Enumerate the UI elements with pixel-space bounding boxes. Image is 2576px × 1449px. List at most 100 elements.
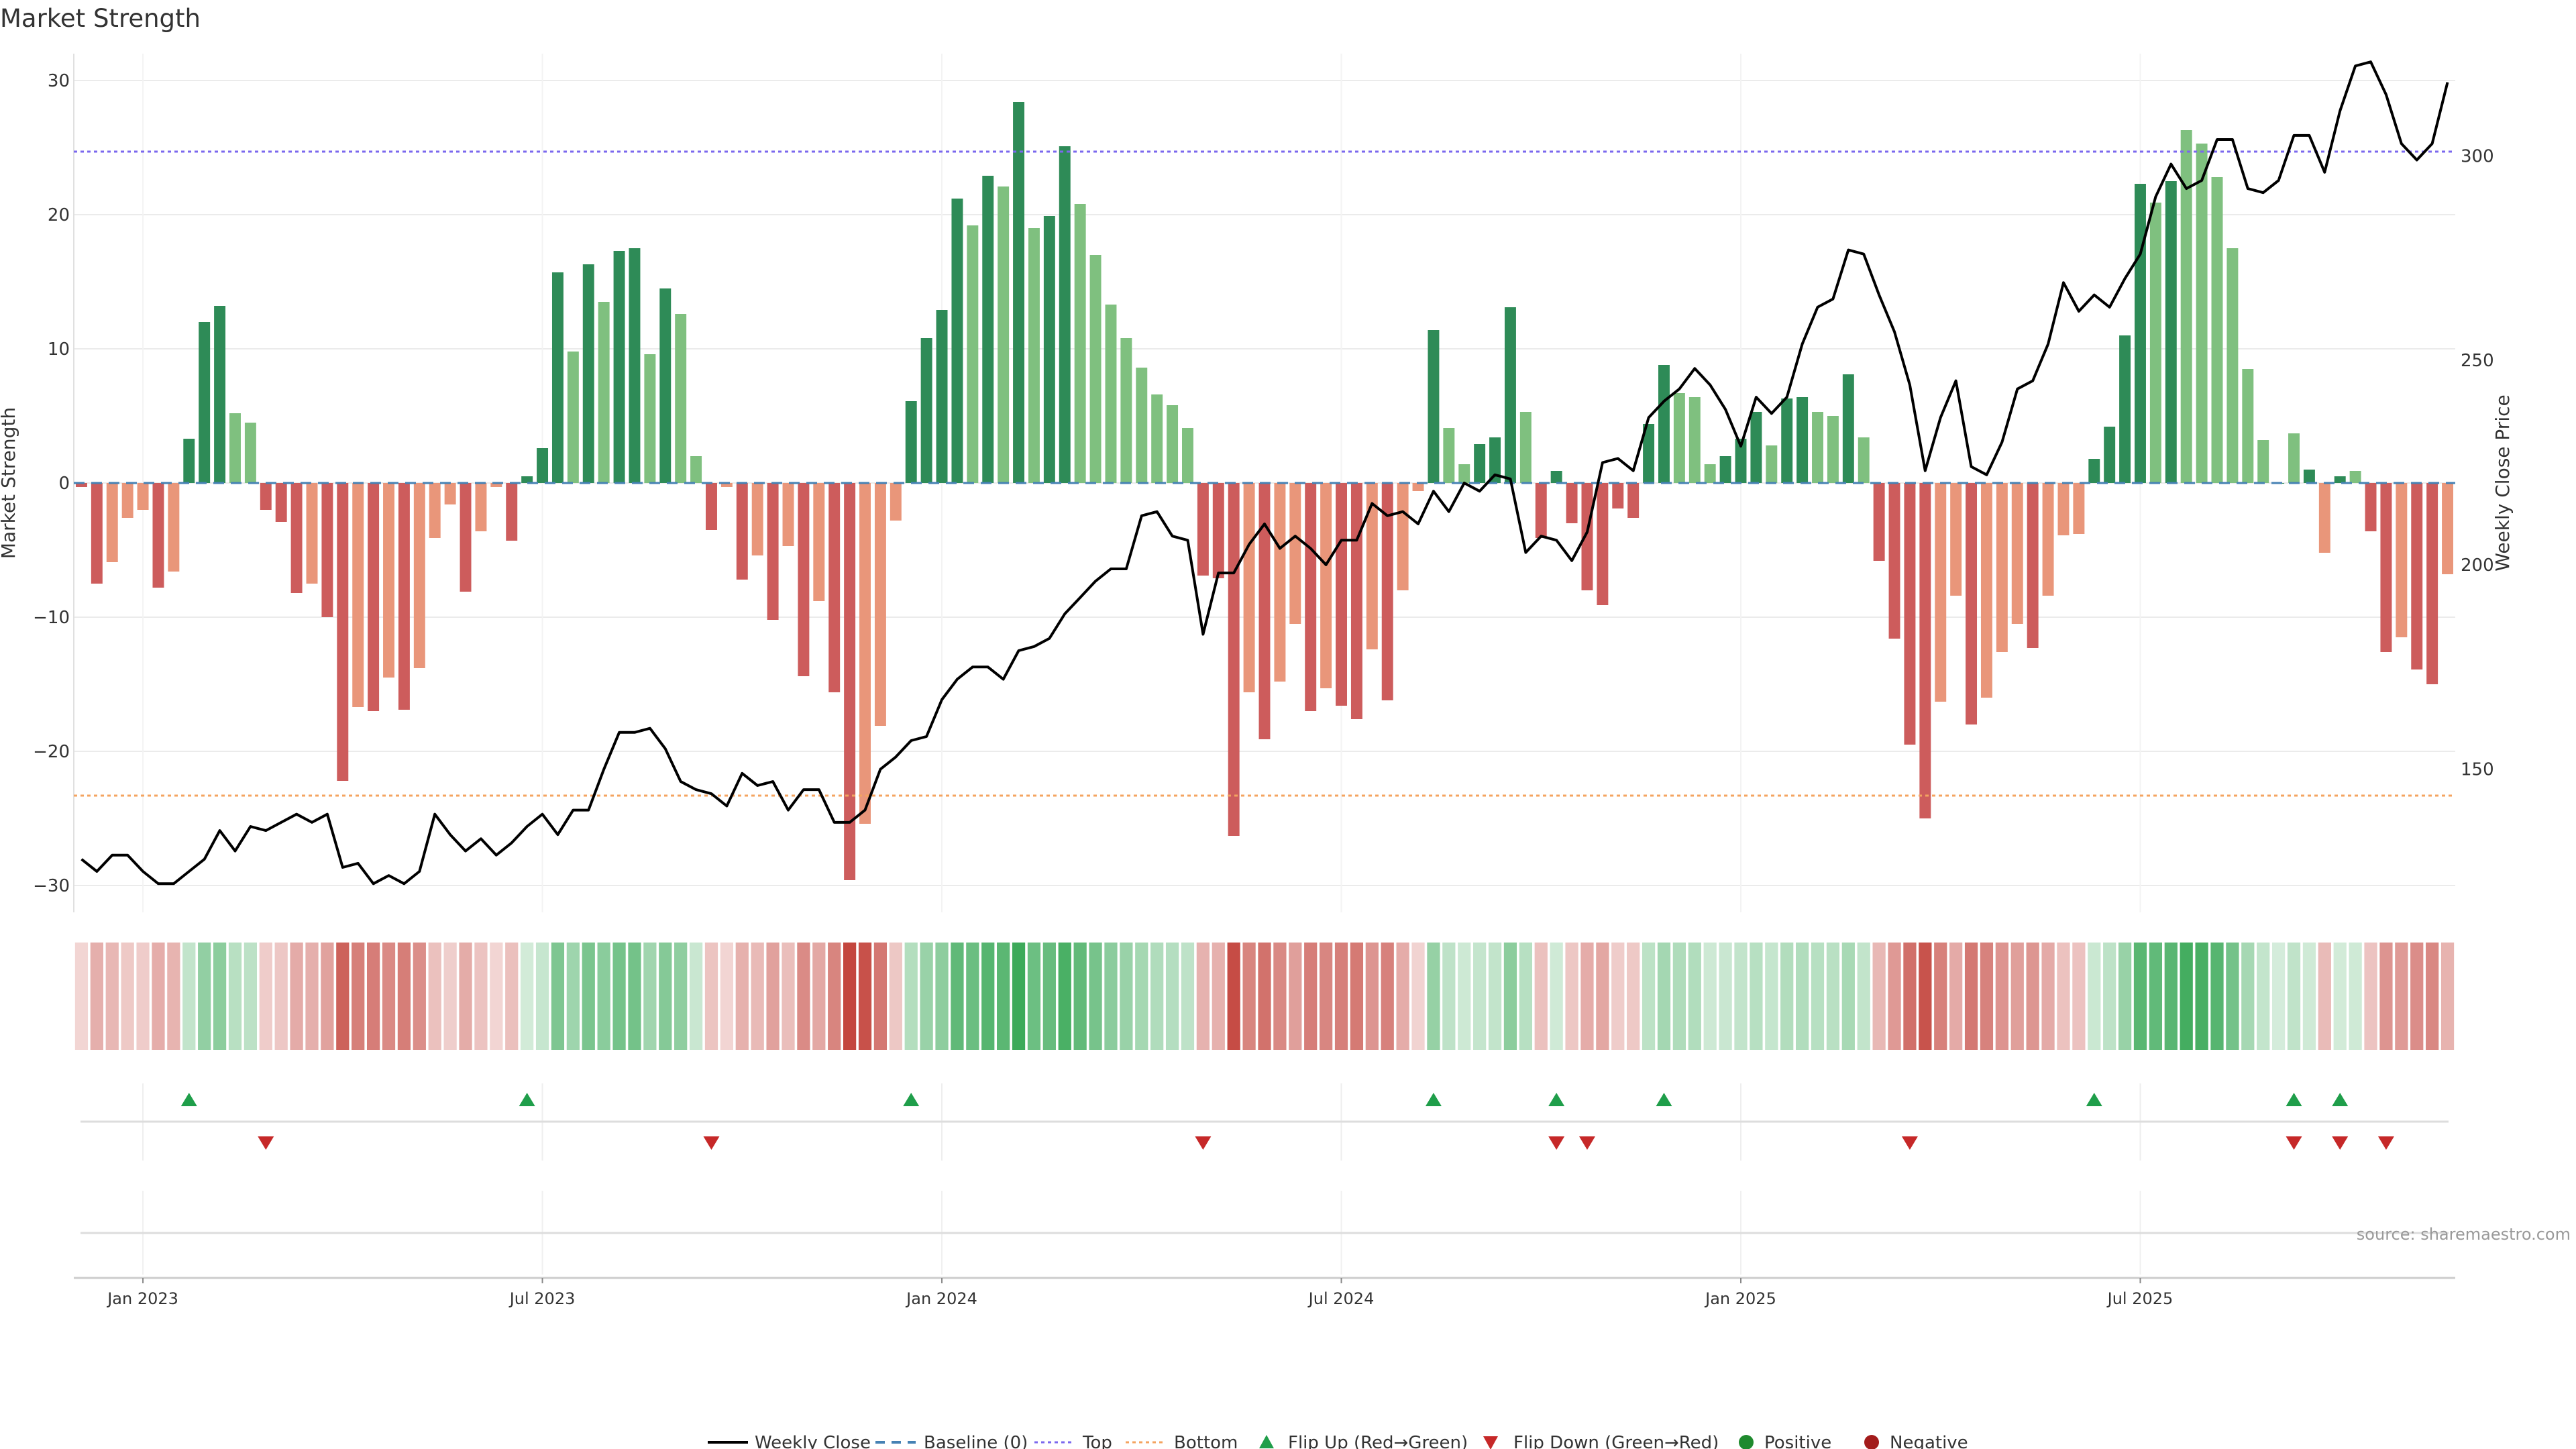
heat-cell: [920, 943, 933, 1050]
strength-bar: [1966, 483, 1978, 724]
strength-bar: [798, 483, 810, 676]
strength-bar: [121, 483, 133, 518]
strength-bar: [1935, 483, 1947, 702]
heat-cell: [259, 943, 272, 1050]
heat-cell: [1273, 943, 1287, 1050]
x-tick-label: Jul 2023: [508, 1289, 576, 1308]
strength-bar: [1827, 416, 1839, 483]
heat-cell: [1734, 943, 1748, 1050]
flip-up-marker: [2086, 1093, 2102, 1106]
heat-cell: [1872, 943, 1886, 1050]
strength-bar: [1089, 255, 1102, 483]
flip-up-marker: [519, 1093, 535, 1106]
strength-bar: [229, 413, 241, 483]
strength-bar: [1182, 428, 1193, 483]
heat-cell: [981, 943, 995, 1050]
strength-bar: [613, 251, 625, 483]
strength-bar: [2088, 459, 2100, 483]
heat-cell: [612, 943, 626, 1050]
legend-label-flip-down: Flip Down (Green→Red): [1513, 1433, 1719, 1449]
heat-cell: [1442, 943, 1456, 1050]
heat-cell: [336, 943, 350, 1050]
strength-bar: [2119, 335, 2131, 483]
heat-cell: [1672, 943, 1686, 1050]
flip-up-marker: [1425, 1093, 1442, 1106]
strength-bar: [1167, 405, 1179, 483]
heat-cell: [505, 943, 519, 1050]
heat-cell: [2118, 943, 2132, 1050]
legend-swatch-flip-down: [1483, 1436, 1498, 1449]
flip-up-marker: [1656, 1093, 1672, 1106]
strength-bar: [890, 483, 902, 521]
heat-cell: [443, 943, 457, 1050]
strength-bar: [1888, 483, 1900, 639]
heat-cell: [2364, 943, 2377, 1050]
y-tick-label: 30: [48, 71, 70, 91]
heat-cell: [1427, 943, 1440, 1050]
strength-bar: [690, 456, 702, 483]
heat-cell: [843, 943, 857, 1050]
heat-cell: [1350, 943, 1364, 1050]
strength-bar: [1688, 397, 1701, 483]
flip-down-marker: [2286, 1136, 2302, 1150]
heat-cell: [689, 943, 703, 1050]
strength-bar: [920, 338, 932, 483]
heat-cell: [720, 943, 734, 1050]
legend-label-flip-up: Flip Up (Red→Green): [1288, 1433, 1468, 1449]
strength-bar: [1013, 102, 1025, 483]
y-tick-label: 10: [48, 339, 70, 360]
strength-bar: [936, 310, 948, 483]
heat-cell: [2103, 943, 2116, 1050]
strength-bar: [1212, 483, 1224, 578]
strength-bar: [183, 439, 195, 483]
strength-bar: [1950, 483, 1962, 596]
y-tick-label: −10: [33, 608, 70, 628]
strength-bar: [1980, 483, 1992, 698]
heat-cell: [274, 943, 288, 1050]
y-tick-label: 0: [58, 474, 70, 494]
heat-cell: [766, 943, 780, 1050]
strength-bar: [2411, 483, 2423, 669]
x-tick-label: Jan 2025: [1704, 1289, 1776, 1308]
heat-cell: [812, 943, 826, 1050]
heat-cell: [904, 943, 918, 1050]
heat-cell: [1719, 943, 1732, 1050]
heat-cell: [352, 943, 365, 1050]
heat-cell: [935, 943, 949, 1050]
heat-cell: [1703, 943, 1717, 1050]
heat-cell: [704, 943, 718, 1050]
strength-bar: [199, 322, 211, 483]
x-tick-label: Jan 2023: [106, 1289, 178, 1308]
heat-cell: [2180, 943, 2193, 1050]
heat-cell: [428, 943, 441, 1050]
legend-label-baseline: Baseline (0): [924, 1433, 1028, 1449]
heat-cell: [643, 943, 657, 1050]
strength-bar: [2180, 130, 2192, 483]
heat-cell: [521, 943, 534, 1050]
heat-cell: [2195, 943, 2208, 1050]
flip-down-marker: [1578, 1136, 1595, 1150]
strength-bar: [2165, 181, 2177, 483]
strength-bar: [137, 483, 149, 510]
strength-bar: [1228, 483, 1240, 836]
heat-cell: [1934, 943, 1947, 1050]
y-tick-label: −20: [33, 742, 70, 762]
strength-bar: [1612, 483, 1624, 508]
legend-swatch-negative: [1864, 1435, 1879, 1449]
strength-bar: [582, 264, 594, 483]
heat-cell: [828, 943, 841, 1050]
y2-tick-label: 150: [2461, 760, 2494, 780]
heat-cell: [951, 943, 964, 1050]
strength-bar: [429, 483, 441, 538]
heat-cell: [2271, 943, 2286, 1050]
strength-bar: [1397, 483, 1409, 590]
heat-cell: [152, 943, 165, 1050]
strength-bar: [2288, 433, 2300, 483]
strength-bar: [1842, 374, 1854, 483]
legend-swatch-flip-up: [1259, 1435, 1274, 1448]
strength-bar: [844, 483, 856, 880]
heat-cell: [1150, 943, 1164, 1050]
strength-bar: [1028, 228, 1040, 483]
strength-bar: [1366, 483, 1378, 649]
